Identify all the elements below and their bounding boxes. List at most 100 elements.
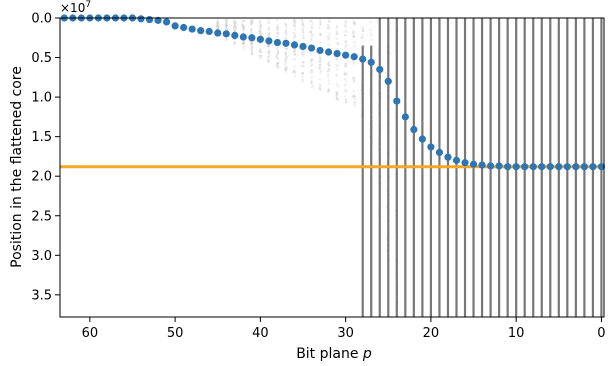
cloud-dot bbox=[344, 21, 347, 24]
cloud-dot bbox=[293, 25, 297, 28]
cloud-dot bbox=[293, 52, 297, 55]
cloud-dot bbox=[354, 95, 357, 98]
cloud-dot bbox=[293, 35, 296, 38]
data-point bbox=[418, 135, 426, 143]
cloud-dot bbox=[267, 18, 270, 21]
y-tick-label: 2.0 bbox=[31, 170, 52, 185]
cloud-dot bbox=[318, 63, 322, 66]
cloud-dot bbox=[302, 23, 305, 27]
cloud-dot bbox=[326, 70, 330, 73]
cloud-dot bbox=[259, 50, 262, 53]
cloud-dot bbox=[301, 52, 304, 55]
y-tick-label: 0.5 bbox=[31, 51, 52, 66]
cloud-dot bbox=[259, 24, 263, 27]
cloud-dot bbox=[319, 21, 322, 24]
cloud-dot bbox=[328, 64, 331, 67]
cloud-dot bbox=[242, 42, 245, 46]
cloud-dot bbox=[233, 41, 236, 45]
cloud-dot bbox=[217, 21, 220, 24]
cloud-dot bbox=[284, 53, 287, 57]
cloud-dot bbox=[326, 36, 329, 39]
cloud-dot bbox=[267, 51, 270, 54]
data-point bbox=[486, 162, 495, 170]
cloud-dot bbox=[292, 19, 296, 23]
cloud-dot bbox=[266, 55, 270, 58]
cloud-dot bbox=[335, 93, 338, 97]
cloud-dot bbox=[224, 23, 228, 26]
cloud-dot bbox=[343, 77, 346, 81]
cloud-dot bbox=[344, 62, 348, 66]
cloud-dot bbox=[318, 78, 322, 81]
cloud-dot bbox=[318, 33, 321, 36]
cloud-dot bbox=[336, 31, 339, 34]
cloud-dot bbox=[250, 28, 253, 31]
cloud-dot bbox=[241, 28, 244, 31]
cloud-dot bbox=[259, 26, 262, 29]
cloud-dot bbox=[242, 26, 245, 29]
data-point bbox=[563, 163, 571, 171]
cloud-dot bbox=[266, 44, 270, 48]
cloud-dot bbox=[309, 52, 313, 55]
cloud-dot bbox=[302, 34, 305, 37]
cloud-dot bbox=[344, 81, 348, 84]
cloud-dot bbox=[352, 31, 355, 34]
cloud-dot bbox=[250, 50, 253, 53]
cloud-dot bbox=[344, 98, 347, 102]
cloud-dot bbox=[260, 48, 263, 51]
cloud-dot bbox=[327, 24, 330, 28]
cloud-dot bbox=[259, 54, 263, 58]
cloud-dot bbox=[267, 58, 270, 61]
cloud-dot bbox=[345, 43, 348, 46]
cloud-dot bbox=[319, 33, 323, 36]
cloud-dot bbox=[242, 30, 245, 33]
cloud-dot bbox=[361, 29, 364, 33]
cloud-dot bbox=[276, 46, 279, 49]
cloud-dot bbox=[293, 53, 296, 56]
cloud-dot bbox=[285, 67, 288, 70]
cloud-dot bbox=[267, 21, 270, 24]
cloud-dot bbox=[311, 58, 314, 61]
data-point bbox=[171, 22, 179, 30]
cloud-dot bbox=[309, 30, 312, 33]
cloud-dot bbox=[310, 79, 313, 82]
cloud-dot bbox=[328, 64, 331, 67]
cloud-dot bbox=[361, 34, 364, 37]
cloud-dot bbox=[276, 47, 279, 50]
x-axis-label: Bit plane p bbox=[296, 346, 372, 362]
cloud-dot bbox=[250, 50, 253, 53]
cloud-dot bbox=[232, 27, 235, 30]
cloud-dot bbox=[268, 32, 271, 36]
cloud-dot bbox=[327, 90, 330, 93]
cloud-dot bbox=[344, 100, 348, 103]
cloud-dot bbox=[258, 48, 262, 51]
cloud-dot bbox=[309, 31, 312, 35]
cloud-dot bbox=[336, 90, 339, 94]
cloud-dot bbox=[243, 19, 246, 22]
cloud-dot bbox=[277, 66, 280, 70]
data-point bbox=[299, 42, 307, 51]
cloud-dot bbox=[310, 26, 314, 30]
cloud-dot bbox=[302, 54, 305, 57]
cloud-dot bbox=[242, 43, 246, 46]
cloud-dot bbox=[284, 50, 287, 54]
cloud-dot bbox=[344, 29, 348, 32]
data-point bbox=[197, 27, 205, 35]
cloud-dot bbox=[232, 43, 235, 46]
cloud-dot bbox=[284, 29, 288, 32]
data-point bbox=[273, 38, 282, 47]
y-tick-label: 3.5 bbox=[31, 288, 52, 303]
cloud-dot bbox=[335, 37, 338, 40]
data-point bbox=[521, 163, 529, 171]
data-point bbox=[393, 97, 401, 105]
cloud-dot bbox=[353, 21, 356, 25]
cloud-dot bbox=[284, 68, 287, 71]
y-tick-label: 2.5 bbox=[31, 209, 52, 224]
cloud-dot bbox=[241, 41, 244, 44]
cloud-dot bbox=[258, 56, 261, 59]
cloud-dot bbox=[326, 70, 329, 73]
cloud-dot bbox=[259, 30, 262, 34]
cloud-dot bbox=[319, 23, 322, 26]
cloud-dot bbox=[311, 82, 314, 85]
cloud-dot bbox=[343, 95, 346, 98]
